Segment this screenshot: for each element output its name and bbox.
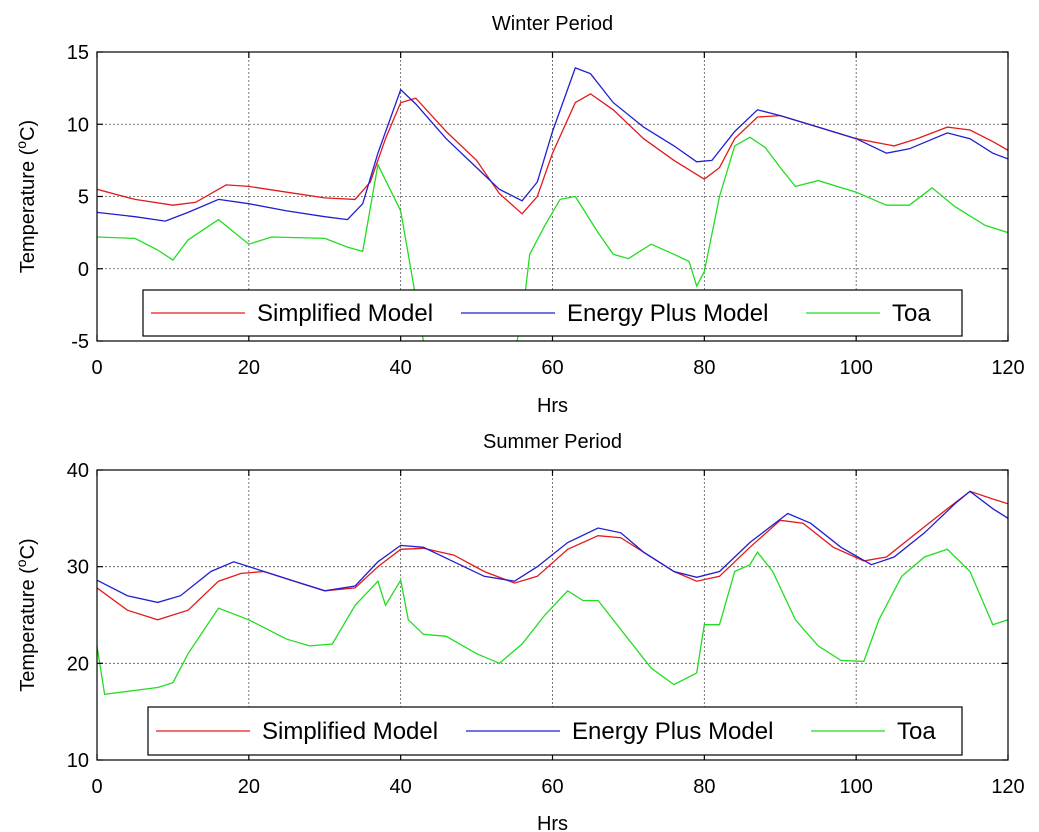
- x-axis-label: Hrs: [537, 813, 568, 832]
- legend-entry-label: Energy Plus Model: [567, 300, 768, 327]
- x-tick-label: 120: [991, 357, 1024, 379]
- y-axis-label: Temperature (oC): [13, 538, 39, 691]
- y-tick-label: 10: [67, 114, 89, 136]
- legend-entry-label: Toa: [892, 300, 931, 327]
- x-tick-label: 100: [839, 357, 872, 379]
- y-tick-label: 0: [78, 259, 89, 281]
- x-tick-label: 120: [991, 776, 1024, 798]
- legend: Simplified Model Energy Plus Model Toa: [142, 289, 963, 337]
- x-tick-label: 0: [91, 357, 102, 379]
- x-tick-label: 80: [693, 776, 715, 798]
- legend-entry-label: Energy Plus Model: [572, 718, 773, 745]
- x-tick-label: 0: [91, 776, 102, 798]
- series-line-energy-plus-model: [97, 67, 1008, 222]
- legend: Simplified Model Energy Plus Model Toa: [147, 706, 963, 756]
- x-tick-label: 20: [238, 357, 260, 379]
- y-tick-label: 40: [67, 460, 89, 482]
- y-tick-label: 30: [67, 557, 89, 579]
- chart-panel-1: 0 20 40 60 80 100 120 10 20 30 40 Summer Period Hrs T…: [13, 431, 1025, 832]
- legend-entry-label: Simplified Model: [262, 718, 438, 745]
- y-axis-label-degree: o: [13, 559, 29, 567]
- chart-title: Winter Period: [492, 13, 613, 35]
- x-tick-label: 40: [390, 357, 412, 379]
- y-tick-label: 10: [67, 750, 89, 772]
- legend-entry-label: Toa: [897, 718, 936, 745]
- x-tick-label: 60: [541, 776, 563, 798]
- series-line-toa: [97, 548, 1008, 696]
- y-axis-label: Temperature (oC): [13, 120, 39, 273]
- y-axis-label-start: Temperature (: [17, 148, 39, 273]
- y-axis-label-end: C): [17, 538, 39, 559]
- series-line-simplified-model: [97, 490, 1008, 621]
- y-axis-label-start: Temperature (: [17, 567, 39, 692]
- x-tick-label: 80: [693, 357, 715, 379]
- y-tick-label: 20: [67, 653, 89, 675]
- x-tick-label: 100: [839, 776, 872, 798]
- y-axis-label-degree: o: [13, 141, 29, 149]
- chart-title: Summer Period: [483, 431, 622, 453]
- x-tick-label: 40: [390, 776, 412, 798]
- series-line-toa: [97, 136, 1008, 341]
- y-tick-label: 15: [67, 42, 89, 64]
- series-line-energy-plus-model: [97, 490, 1008, 604]
- legend-entry-label: Simplified Model: [257, 300, 433, 327]
- y-tick-label: 5: [78, 187, 89, 209]
- y-axis-label-end: C): [17, 120, 39, 141]
- x-axis-label: Hrs: [537, 395, 568, 417]
- x-tick-label: 20: [238, 776, 260, 798]
- x-tick-label: 60: [541, 357, 563, 379]
- y-tick-label: -5: [71, 331, 89, 353]
